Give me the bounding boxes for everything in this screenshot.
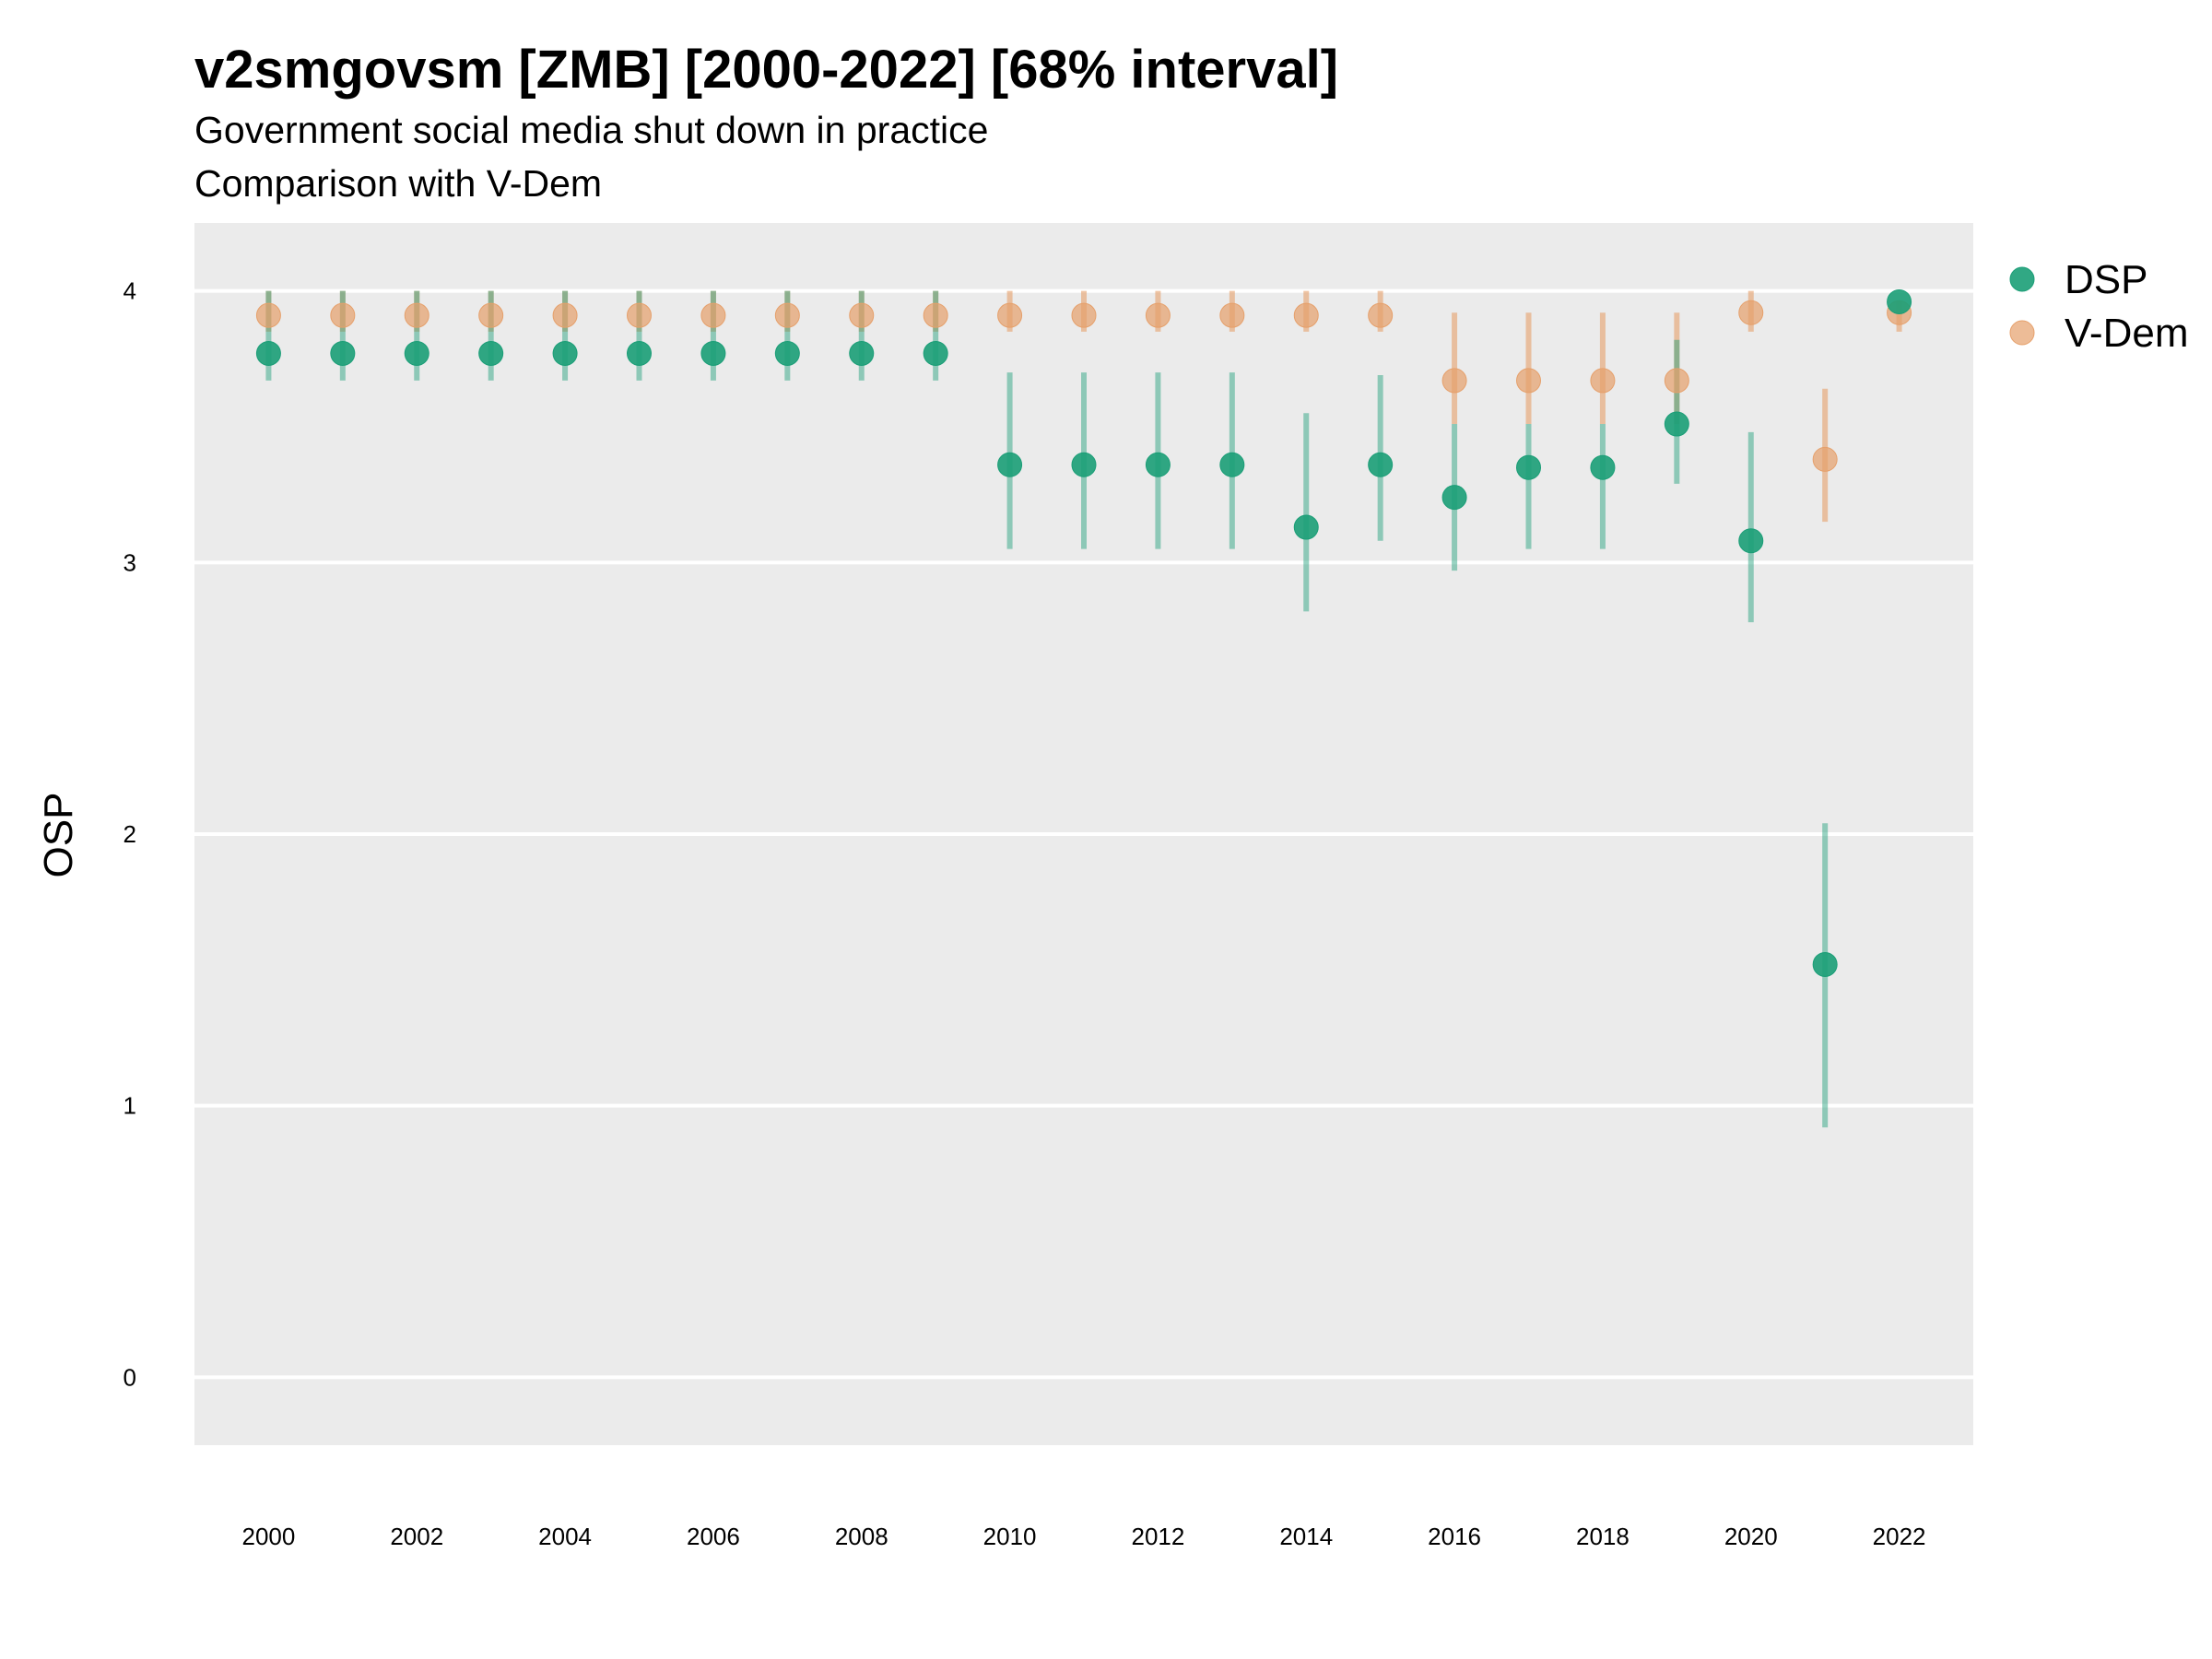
v-dem-point [627,302,652,328]
dsp-point [1887,288,1912,314]
data-points [255,288,1912,977]
v-dem-point [255,302,281,328]
chart-title: v2smgovsm [ZMB] [2000-2022] [68% interva… [194,40,1338,100]
dsp-point [255,340,281,366]
v-dem-point [923,302,948,328]
legend-label-dsp: DSP [2065,257,2147,302]
v-dem-point [1368,302,1394,328]
v-dem-point [1664,368,1689,394]
v-dem-point [1219,302,1245,328]
dsp-point [1071,452,1097,477]
y-tick-label: 3 [124,548,136,576]
v-dem-point [700,302,726,328]
dsp-point [1738,528,1764,554]
x-tick-label: 2000 [241,1523,295,1550]
x-tick-label: 2006 [687,1523,740,1550]
v-dem-point [997,302,1023,328]
v-dem-point [1145,302,1171,328]
v-dem-point [1441,368,1467,394]
y-tick-label: 1 [124,1092,136,1120]
v-dem-point [1590,368,1616,394]
y-tick-labels: 0 1 2 3 4 [124,277,136,1392]
v-dem-point [404,302,429,328]
dsp-point [1516,454,1541,480]
dsp-point [700,340,726,366]
x-tick-label: 2022 [1873,1523,1926,1550]
v-dem-point [1812,446,1838,472]
x-tick-label: 2008 [835,1523,888,1550]
dsp-point [1368,452,1394,477]
x-tick-label: 2012 [1131,1523,1184,1550]
v-dem-point [1293,302,1319,328]
dsp-point [1590,454,1616,480]
v-dem-point [330,302,356,328]
dsp-point [1812,951,1838,977]
x-tick-label: 2010 [983,1523,1037,1550]
dsp-point [552,340,578,366]
v-dem-point [1738,300,1764,325]
y-axis-title: OSP [36,793,81,878]
v-dem-point [552,302,578,328]
dsp-point [774,340,800,366]
gridlines [194,288,1973,1380]
v-dem-point [1516,368,1541,394]
chart-subtitle-line-1: Government social media shut down in pra… [194,109,988,151]
dsp-point [404,340,429,366]
dsp-point [1441,485,1467,511]
y-tick-label: 2 [124,820,136,848]
dsp-point [997,452,1023,477]
x-tick-label: 2004 [538,1523,592,1550]
x-tick-label: 2002 [390,1523,443,1550]
v-dem-point [478,302,504,328]
v-dem-point [1071,302,1097,328]
legend-swatch-dsp [2009,266,2035,292]
x-tick-label: 2014 [1279,1523,1333,1550]
legend-label-v-dem: V-Dem [2065,311,2188,356]
v-dem-point [774,302,800,328]
legend-swatch-v-dem [2009,320,2035,346]
dsp-point [1145,452,1171,477]
x-tick-label: 2016 [1428,1523,1481,1550]
legend: DSP V-Dem [2009,257,2188,356]
dsp-point [627,340,652,366]
x-tick-labels: 2000 2002 2004 2006 2008 2010 2012 2014 2016 2018… [241,1523,1925,1550]
dsp-point [1219,452,1245,477]
y-tick-label: 0 [124,1363,136,1391]
dsp-point [1664,411,1689,437]
chart-subtitle-line-2: Comparison with V-Dem [194,162,602,205]
dsp-point [1293,514,1319,540]
dsp-point [923,340,948,366]
x-tick-label: 2020 [1724,1523,1778,1550]
v-dem-point [849,302,875,328]
dsp-point [330,340,356,366]
dsp-point [849,340,875,366]
dsp-point [478,340,504,366]
x-tick-label: 2018 [1576,1523,1630,1550]
y-tick-label: 4 [124,277,136,305]
